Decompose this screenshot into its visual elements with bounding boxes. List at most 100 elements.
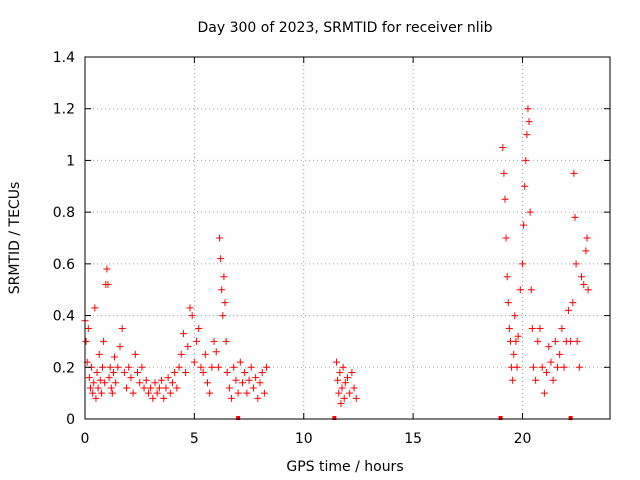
data-point — [190, 358, 198, 366]
data-point — [212, 348, 220, 356]
data-point — [232, 376, 240, 384]
data-point — [105, 374, 113, 382]
data-point — [82, 337, 90, 345]
data-point — [510, 350, 518, 358]
data-point — [334, 376, 342, 384]
gap-marker — [332, 416, 337, 420]
gap-markers — [236, 416, 573, 420]
data-point — [549, 376, 557, 384]
data-point — [136, 379, 144, 387]
data-point — [127, 374, 135, 382]
data-point — [527, 286, 535, 294]
data-point — [201, 350, 209, 358]
y-axis-ticks: 0 0.2 0.4 0.6 0.8 1 1.2 1.4 — [53, 50, 610, 428]
y-tick-label: 0.2 — [53, 360, 75, 376]
gap-marker — [568, 416, 573, 420]
data-point — [569, 299, 577, 307]
data-point — [179, 330, 187, 338]
y-tick-label: 0.4 — [53, 309, 75, 325]
data-point — [564, 306, 572, 314]
data-point — [571, 213, 579, 221]
data-point — [210, 337, 218, 345]
data-point — [116, 343, 124, 351]
data-point — [173, 384, 181, 392]
y-axis-label: SRMTID / TECUs — [7, 182, 23, 295]
data-point — [252, 374, 260, 382]
y-tick-label: 0 — [66, 412, 75, 428]
data-point — [511, 312, 519, 320]
data-point — [169, 379, 176, 387]
data-point — [526, 208, 534, 216]
data-point — [138, 363, 146, 371]
data-point — [94, 384, 102, 392]
data-point — [339, 363, 347, 371]
data-point — [584, 286, 592, 294]
data-point — [96, 376, 104, 384]
x-tick-label: 5 — [190, 431, 199, 447]
data-point — [103, 265, 111, 273]
data-point — [520, 221, 528, 229]
data-point — [101, 379, 109, 387]
data-point — [193, 337, 201, 345]
data-point — [166, 389, 174, 397]
data-point — [249, 384, 257, 392]
data-point — [545, 343, 553, 351]
data-point — [338, 384, 346, 392]
data-point — [532, 376, 540, 384]
data-point — [243, 389, 251, 397]
data-point — [206, 389, 214, 397]
data-point — [91, 304, 99, 312]
data-point — [554, 363, 561, 371]
data-point — [501, 195, 509, 203]
data-point — [502, 234, 510, 242]
data-point — [222, 337, 230, 345]
data-point — [538, 363, 546, 371]
data-point — [575, 363, 583, 371]
data-point — [516, 286, 524, 294]
data-point — [503, 273, 511, 281]
data-point — [104, 281, 112, 289]
y-tick-label: 1.4 — [53, 50, 75, 66]
data-point — [95, 350, 103, 358]
data-point — [534, 337, 542, 345]
data-point — [109, 368, 117, 376]
data-point — [123, 384, 131, 392]
data-point — [572, 260, 580, 268]
x-axis-label: GPS time / hours — [286, 459, 403, 475]
data-point — [160, 394, 168, 402]
data-point — [524, 105, 532, 113]
data-point — [147, 384, 155, 392]
data-point — [346, 389, 354, 397]
data-point — [529, 363, 537, 371]
grid-lines — [85, 57, 610, 419]
plot-frame — [84, 56, 611, 420]
data-point — [523, 131, 531, 139]
data-point — [543, 368, 551, 376]
data-point — [184, 343, 192, 351]
data-point — [177, 350, 185, 358]
data-point — [134, 368, 141, 376]
data-points — [81, 105, 592, 407]
data-point — [335, 389, 343, 397]
data-point — [528, 325, 536, 332]
data-point — [505, 325, 513, 332]
data-point — [536, 325, 544, 332]
data-point — [504, 299, 512, 307]
data-point — [499, 144, 507, 151]
data-point — [551, 337, 559, 345]
data-point — [142, 376, 150, 384]
data-point — [85, 374, 93, 382]
data-point — [114, 363, 122, 371]
data-point — [175, 363, 183, 371]
data-point — [92, 394, 100, 402]
data-point — [241, 368, 249, 376]
data-point — [333, 358, 341, 366]
data-point — [195, 325, 203, 332]
data-point — [108, 389, 116, 397]
data-point — [208, 363, 216, 371]
y-tick-label: 0.6 — [53, 257, 75, 273]
data-point — [228, 394, 236, 402]
data-point — [151, 379, 159, 387]
data-point — [118, 325, 126, 332]
